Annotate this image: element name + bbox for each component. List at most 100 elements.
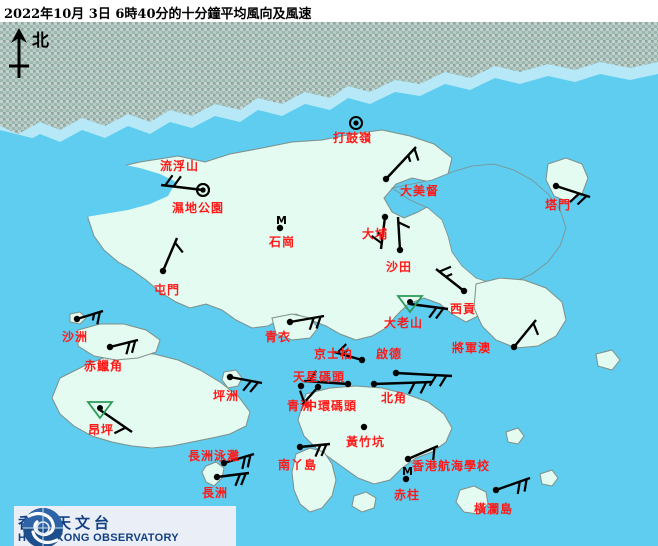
station-dot [407, 299, 413, 305]
wind-barb-full [576, 195, 588, 206]
station-label-赤鱲角: 赤鱲角 [84, 359, 124, 373]
station-dot [73, 315, 81, 323]
wind-barb-shaft [435, 268, 465, 292]
wind-barb-full [432, 447, 436, 461]
station-label-大老山: 大老山 [384, 316, 424, 330]
wind-barb-full [438, 265, 452, 273]
station-label-將軍澳: 將軍澳 [452, 341, 492, 355]
wind-barb-shaft [160, 183, 204, 192]
north-arrow-icon [9, 28, 29, 78]
station-沙田 [396, 216, 411, 254]
station-label-赤柱: 赤柱 [394, 488, 421, 502]
calm-wind-circle [196, 183, 210, 197]
wind-barb-full [164, 174, 174, 187]
wind-barb-full [240, 472, 247, 486]
southeast-islet-a [505, 427, 525, 445]
station-青衣 [286, 314, 325, 331]
wind-barb-half [445, 273, 453, 278]
station-dot [404, 455, 412, 463]
wind-barb-full [523, 479, 528, 492]
wind-barb-shaft [303, 379, 349, 386]
station-黃竹坑 [360, 423, 368, 431]
wind-barb-shaft [373, 380, 433, 386]
mainland-china-area [0, 22, 658, 134]
station-dot [358, 356, 366, 364]
wind-barb-full [246, 454, 252, 468]
mainland-coast-fringe [0, 62, 658, 146]
station-dot [492, 486, 500, 494]
wind-barb-half [407, 154, 412, 163]
wind-barb-full [113, 426, 127, 435]
wind-barb-full [234, 473, 242, 487]
station-dot [276, 224, 284, 232]
station-將軍澳 [510, 319, 540, 351]
wind-barb-full [438, 375, 448, 387]
wind-barb-shaft [99, 409, 133, 433]
station-青洲 [297, 382, 305, 390]
wind-barb-shaft [513, 319, 537, 348]
station-dot [460, 287, 468, 295]
station-北角 [370, 380, 433, 395]
wind-barb-shaft [289, 314, 325, 324]
wind-barb-full [308, 370, 317, 382]
wind-barb-full [569, 192, 580, 203]
wind-barb-shaft [76, 309, 104, 321]
station-dot [392, 369, 400, 377]
peak-station-triangle [396, 295, 424, 314]
station-label-中環碼頭: 中環碼頭 [305, 399, 358, 413]
wind-barb-full [397, 221, 411, 229]
wind-barb-full [419, 381, 428, 394]
wind-barb-full [172, 175, 182, 188]
wind-barb-full [242, 380, 252, 392]
station-長洲泳灘 [220, 452, 255, 470]
station-長洲 [213, 471, 250, 487]
missing-data-flag: M [276, 214, 287, 227]
wind-barb-full [532, 322, 540, 336]
station-label-大埔: 大埔 [362, 227, 389, 241]
station-塔門 [552, 182, 591, 206]
wind-barb-half [342, 348, 349, 356]
station-label-流浮山: 流浮山 [160, 159, 200, 173]
station-dot [159, 267, 167, 275]
wind-barb-shaft [299, 442, 331, 449]
station-dot [360, 423, 368, 431]
wind-barb-full [308, 317, 315, 331]
hong-kong-wind-observation-map: 打鼓嶺 流浮山 濕地公園 M 石崗 大美督 塔門 大埔 沙田 西貢 大老山 將軍澳 屯門 青衣 京士柏 啟德天… [0, 22, 658, 546]
page-title: 2022年10月 3日 6時40分的十分鐘平均風向及風速 [4, 7, 312, 22]
station-label-天星碼頭: 天星碼頭 [293, 370, 346, 384]
wind-barb-full [413, 148, 420, 161]
station-label-沙田: 沙田 [386, 260, 413, 274]
station-dot [220, 459, 228, 467]
wind-barb-full [299, 390, 306, 403]
wind-barb-shaft [216, 471, 250, 479]
station-流浮山 [160, 174, 210, 197]
station-label-京士柏: 京士柏 [314, 347, 354, 361]
station-dot [286, 318, 294, 326]
station-dot [344, 380, 352, 388]
station-dot [106, 343, 114, 351]
station-dot [381, 213, 389, 221]
station-dot [396, 246, 404, 254]
station-label-青洲: 青洲 [287, 399, 314, 413]
peak-station-triangle [86, 401, 114, 420]
wind-barb-full [320, 443, 328, 457]
station-label-黃竹坑: 黃竹坑 [346, 435, 386, 449]
wind-barb-layer [73, 116, 591, 495]
wind-barb-full [314, 444, 322, 457]
map-geography [0, 22, 658, 546]
wind-barb-shaft [555, 184, 591, 199]
wind-barb-full [125, 341, 131, 355]
hko-logo: 香港天文台 HONG KONG OBSERVATORY [14, 506, 236, 546]
tolo-harbour-water [390, 163, 567, 285]
station-label-石崗: 石崗 [269, 235, 296, 249]
deep-bay-water [0, 130, 176, 230]
wind-barb-full [96, 311, 101, 325]
station-香港航海學校 [404, 444, 439, 463]
station-label-青衣: 青衣 [265, 330, 292, 344]
station-中環碼頭 [299, 383, 322, 406]
wind-barb-shaft [379, 216, 387, 250]
station-label-塔門: 塔門 [545, 198, 572, 212]
wind-barb-half [91, 313, 96, 321]
station-label-南丫島: 南丫島 [278, 458, 318, 472]
